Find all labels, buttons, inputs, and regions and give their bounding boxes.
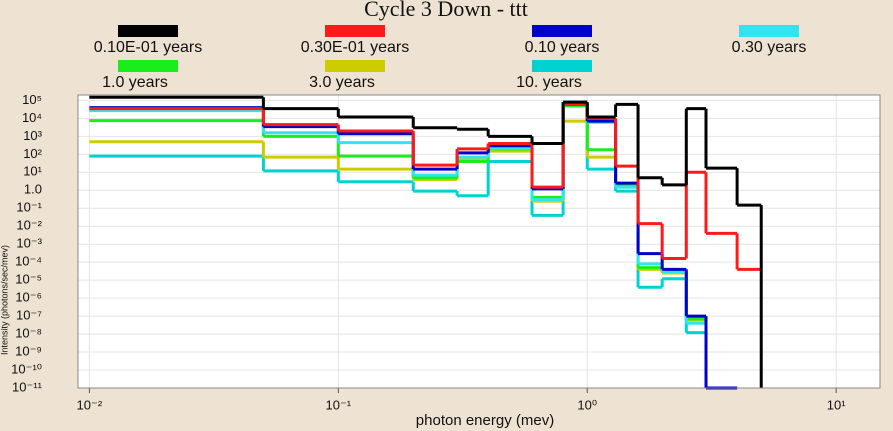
legend-swatch bbox=[325, 25, 385, 37]
legend-label: 0.30E-01 years bbox=[301, 39, 410, 56]
y-tick-label: 1.0 bbox=[24, 182, 42, 197]
x-tick-label: 10⁻² bbox=[77, 397, 103, 412]
y-tick-label: 10⁻⁶ bbox=[15, 290, 42, 305]
legend-swatch bbox=[532, 60, 592, 72]
y-tick-label: 10⁻² bbox=[16, 218, 42, 233]
y-tick-label: 10¹ bbox=[23, 164, 42, 179]
y-tick-label: 10⁵ bbox=[22, 92, 42, 107]
legend-label: 0.30 years bbox=[732, 39, 807, 56]
y-tick-label: 10⁻¹¹ bbox=[12, 379, 43, 394]
series bbox=[89, 95, 763, 388]
y-tick-label: 10⁻⁵ bbox=[15, 272, 42, 287]
y-tick-label: 10⁻⁷ bbox=[16, 308, 42, 323]
y-tick-label: 10⁴ bbox=[22, 110, 42, 125]
legend-label: 10. years bbox=[516, 74, 582, 91]
y-tick-label: 10⁻⁹ bbox=[15, 343, 42, 358]
x-tick-label: 10⁻¹ bbox=[325, 397, 351, 412]
legend-label: 0.10 years bbox=[525, 39, 600, 56]
legend-label: 1.0 years bbox=[102, 74, 168, 91]
legend-swatch bbox=[532, 25, 592, 37]
y-tick-label: 10² bbox=[23, 146, 42, 161]
y-tick-label: 10⁻⁴ bbox=[15, 254, 42, 269]
legend-label: 3.0 years bbox=[309, 74, 375, 91]
legend-label: 0.10E-01 years bbox=[94, 39, 203, 56]
legend-swatch bbox=[118, 60, 178, 72]
legend-swatch bbox=[325, 60, 385, 72]
legend-swatch bbox=[118, 25, 178, 37]
x-tick-label: 10⁰ bbox=[577, 397, 597, 412]
y-axis-label: Intensity (photons/sec/mev) bbox=[0, 245, 9, 355]
plot-area bbox=[78, 95, 880, 388]
y-tick-label: 10⁻¹⁰ bbox=[11, 361, 42, 376]
x-tick-label: 10¹ bbox=[827, 397, 846, 412]
x-axis-label: photon energy (mev) bbox=[416, 412, 554, 429]
y-tick-label: 10³ bbox=[23, 128, 42, 143]
y-tick-label: 10⁻⁸ bbox=[15, 326, 42, 341]
plot-frame bbox=[77, 94, 881, 389]
y-tick-label: 10⁻³ bbox=[16, 236, 42, 251]
y-tick-label: 10⁻¹ bbox=[16, 200, 42, 215]
chart-title: Cycle 3 Down - ttt bbox=[364, 0, 528, 21]
legend-swatch bbox=[739, 25, 799, 37]
